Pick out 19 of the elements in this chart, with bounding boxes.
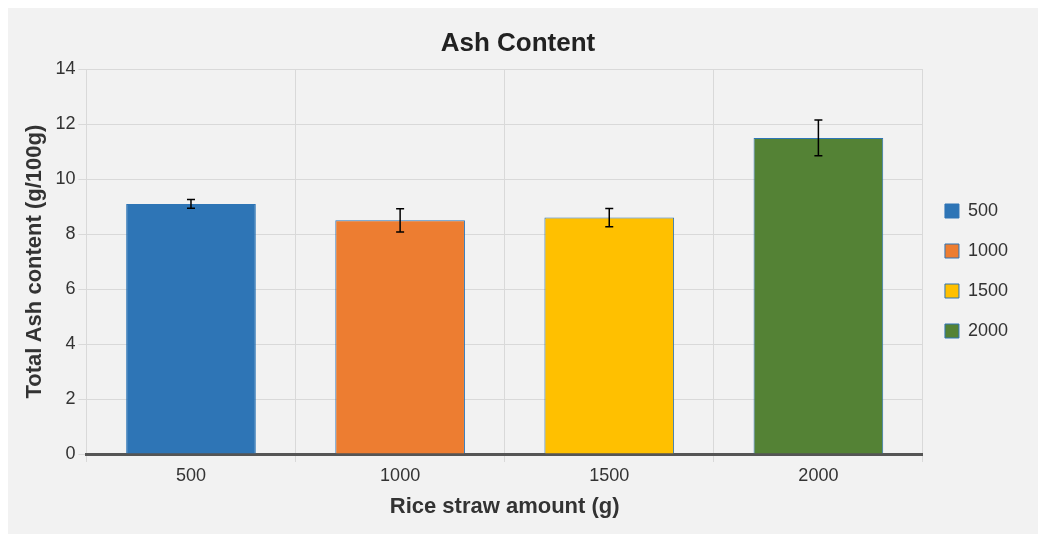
legend-label: 1500 (967, 279, 1008, 300)
y-tick-label: 12 (55, 113, 76, 134)
x-axis-title: Rice straw amount (g) (389, 492, 620, 518)
legend-label: 1000 (967, 239, 1008, 260)
y-tick-label: 10 (55, 168, 76, 189)
y-tick-label: 6 (65, 278, 76, 299)
x-tick-label: 1000 (380, 464, 421, 485)
y-tick-label: 2 (65, 388, 76, 408)
legend-label: 2000 (967, 319, 1008, 340)
y-tick-label: 14 (55, 58, 76, 79)
chart-title: Ash Content (440, 26, 596, 57)
x-tick-label: 2000 (798, 464, 839, 485)
y-axis-title: Total Ash content (g/100g) (21, 124, 47, 399)
y-tick-label: 0 (65, 442, 76, 463)
y-tick-label: 8 (65, 223, 76, 244)
x-tick-label: 500 (175, 464, 207, 485)
x-tick-label: 1500 (589, 464, 630, 485)
legend-label: 500 (967, 199, 998, 220)
y-tick-label: 4 (65, 333, 76, 354)
